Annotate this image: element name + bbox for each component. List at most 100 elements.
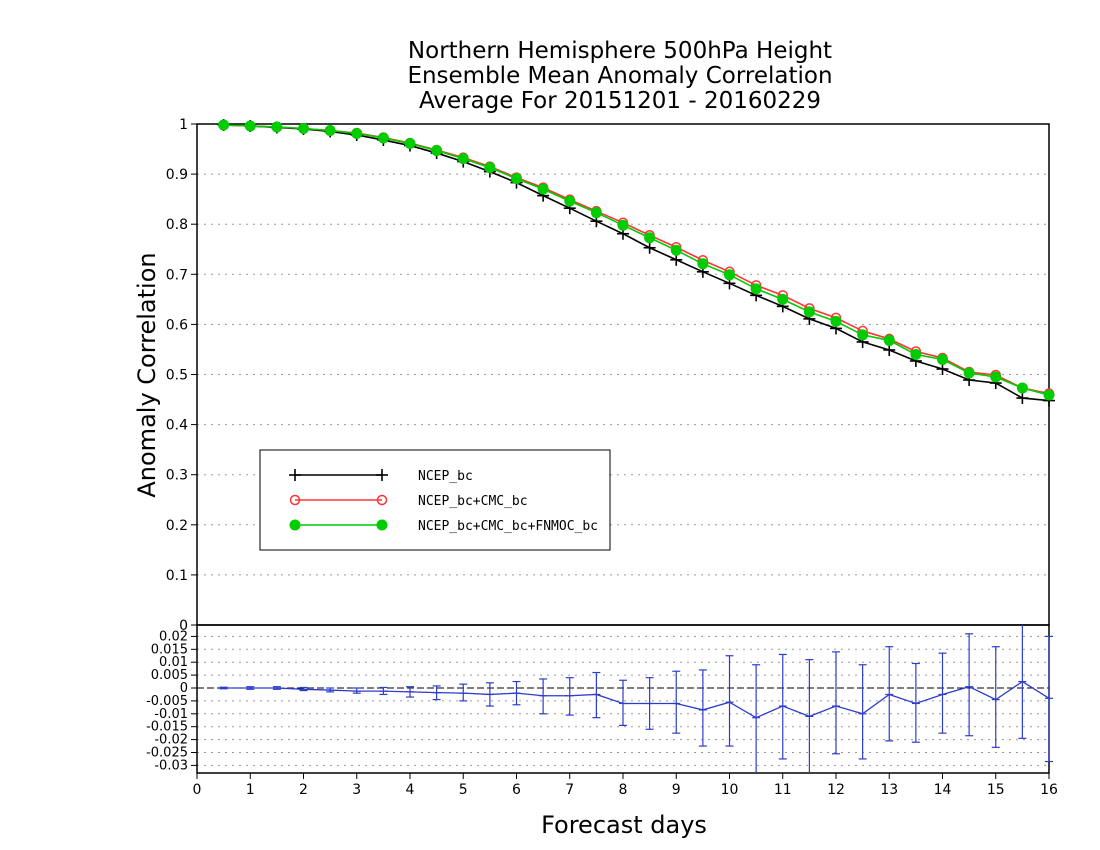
legend-entry: NCEP_bc [289, 469, 473, 484]
data-point [404, 138, 416, 150]
legend-label: NCEP_bc+CMC_bc+FNMOC_bc [418, 519, 598, 534]
data-point [883, 343, 896, 356]
data-point [963, 367, 975, 379]
data-point [537, 183, 549, 195]
error-bar [725, 655, 734, 747]
x-tick-label: 11 [774, 782, 792, 798]
x-tick-label: 6 [512, 782, 521, 798]
legend-marker [289, 469, 301, 481]
legend-marker [289, 494, 301, 506]
error-bar [965, 633, 974, 737]
error-bar [885, 646, 894, 742]
legend-entry: NCEP_bc+CMC_bc [289, 494, 528, 509]
data-point [697, 258, 709, 270]
legend-label: NCEP_bc [418, 469, 473, 484]
error-bar [938, 652, 947, 734]
difference-y-tick-label: -0.03 [154, 758, 188, 773]
main-y-tick-label: 0.9 [166, 167, 188, 183]
error-bar [991, 646, 1000, 748]
legend-marker [376, 494, 388, 506]
x-tick-label: 14 [934, 782, 952, 798]
data-point [1016, 392, 1029, 405]
main-y-tick-label: 0.4 [166, 418, 188, 434]
data-point [910, 348, 922, 360]
data-point [511, 173, 522, 185]
series-line [223, 124, 1050, 395]
data-point [936, 362, 949, 375]
y-axis-label: Anomaly Correlation [133, 252, 161, 497]
x-tick-label: 0 [193, 782, 202, 798]
x-tick-label: 10 [721, 782, 739, 798]
data-point [617, 219, 629, 231]
chart-title-line-3: Average For 20151201 - 20160229 [419, 88, 821, 114]
legend-label: NCEP_bc+CMC_bc [418, 494, 528, 509]
data-point [351, 128, 363, 140]
difference-y-tick-label: 0.02 [159, 629, 188, 644]
x-tick-label: 9 [672, 782, 681, 798]
difference-y-tick-label: -0.015 [146, 720, 188, 735]
error-bar [911, 662, 920, 743]
difference-y-tick-labels: 0.020.0150.010.0050-0.005-0.01-0.015-0.0… [146, 629, 197, 773]
series-NCEP_bc [217, 119, 1055, 407]
data-point [883, 334, 895, 346]
series-line [223, 124, 1050, 402]
difference-series [219, 625, 1053, 773]
difference-line [223, 680, 1050, 719]
main-y-tick-label: 0.8 [166, 217, 188, 233]
x-tick-label: 4 [406, 782, 415, 798]
difference-y-tick-label: -0.01 [154, 707, 188, 722]
data-point [937, 353, 948, 365]
difference-y-tick-label: 0.015 [151, 642, 188, 657]
series-lines [217, 119, 1055, 407]
difference-y-tick-label: 0.01 [159, 655, 188, 670]
data-point [271, 121, 283, 133]
data-point [990, 371, 1002, 383]
data-point [670, 253, 683, 266]
legend: NCEP_bc NCEP_bc+CMC_bc NCEP_bc+CMC_bc+FNMO… [259, 449, 611, 551]
difference-y-tick-label: 0 [180, 681, 188, 696]
x-axis-label: Forecast days [541, 811, 707, 839]
legend-marker [376, 469, 388, 481]
main-y-tick-label: 0.1 [166, 568, 188, 584]
chart-title-block: Northern Hemisphere 500hPa HeightEnsembl… [407, 38, 832, 114]
legend-marker [289, 519, 301, 531]
x-tick-label: 3 [352, 782, 361, 798]
data-point [1043, 389, 1055, 401]
data-point [724, 269, 735, 281]
x-tick-label: 13 [880, 782, 898, 798]
error-bar [752, 664, 761, 773]
main-y-tick-label: 0.6 [166, 317, 188, 333]
x-tick-label: 15 [987, 782, 1005, 798]
error-bar [459, 683, 468, 702]
difference-y-tick-label: 0.005 [151, 668, 188, 683]
chart-title-line-2: Ensemble Mean Anomaly Correlation [407, 63, 832, 89]
error-bar [1045, 635, 1053, 763]
main-y-tick-labels: 0 0.1 0.2 0.3 0.4 0.5 0.6 0.7 0.8 0.9 1 [166, 117, 197, 634]
difference-y-tick-label: -0.025 [146, 746, 188, 761]
data-point [590, 207, 602, 219]
error-bar [565, 677, 574, 716]
data-point [244, 120, 256, 132]
error-bar [858, 664, 867, 760]
data-point [457, 153, 469, 165]
data-point [777, 293, 789, 305]
chart-title-line-1: Northern Hemisphere 500hPa Height [408, 38, 832, 64]
difference-y-tick-label: -0.02 [154, 733, 188, 748]
data-point [803, 306, 815, 318]
data-point [377, 132, 389, 144]
series-NCEP_bc+CMC_bc+FNMOC_bc [218, 119, 1055, 401]
data-point [298, 123, 309, 135]
difference-y-tick-label: -0.005 [146, 694, 188, 709]
x-tick-label: 1 [246, 782, 255, 798]
data-point [670, 244, 682, 256]
data-point [431, 145, 443, 157]
x-tick-labels: 0 1 2 3 4 5 6 7 8 9 10 11 12 13 14 15 16 [193, 773, 1058, 798]
error-bar [698, 669, 707, 747]
x-tick-label: 12 [827, 782, 845, 798]
error-bar [619, 679, 627, 727]
x-tick-label: 7 [565, 782, 574, 798]
error-bar [539, 678, 548, 715]
error-bar [832, 651, 840, 755]
data-point [484, 162, 496, 174]
